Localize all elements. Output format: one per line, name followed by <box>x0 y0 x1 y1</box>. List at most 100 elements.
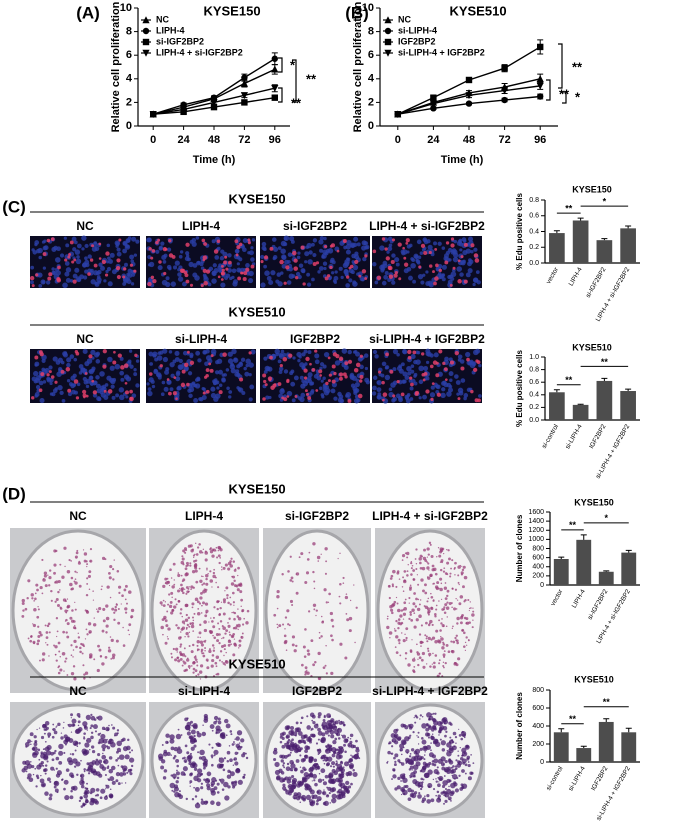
colony <box>172 647 175 651</box>
colony <box>425 732 430 737</box>
nucleus <box>162 260 167 264</box>
colony <box>164 619 168 623</box>
colony <box>102 607 106 611</box>
colony <box>187 587 190 590</box>
colony <box>457 760 461 764</box>
colony <box>344 656 348 660</box>
colony <box>293 797 296 800</box>
colony <box>104 656 108 659</box>
colony <box>167 627 171 631</box>
colony <box>174 658 178 662</box>
colony <box>187 664 191 668</box>
colony <box>221 569 223 571</box>
colony <box>234 751 238 756</box>
nucleus <box>268 279 274 286</box>
edu-nucleus <box>220 264 224 268</box>
colony <box>193 661 196 664</box>
nucleus <box>348 268 354 274</box>
colony <box>286 779 292 784</box>
nucleus <box>395 393 401 399</box>
nucleus <box>381 361 387 367</box>
colony <box>460 783 464 787</box>
colony <box>93 658 96 661</box>
nucleus <box>227 358 234 364</box>
column-label: si-IGF2BP2 <box>283 219 347 233</box>
colony <box>236 730 243 736</box>
nucleus <box>362 256 367 262</box>
colony <box>168 593 171 596</box>
colony <box>197 673 200 676</box>
colony <box>177 600 181 603</box>
colony <box>127 738 130 742</box>
colony <box>330 618 334 622</box>
colony <box>193 786 196 789</box>
colony <box>412 670 416 674</box>
colony <box>283 777 287 781</box>
nucleus <box>232 281 238 287</box>
colony <box>167 638 169 640</box>
y-tick-label: 0 <box>126 120 132 132</box>
colony <box>391 745 394 748</box>
colony <box>280 759 284 763</box>
nucleus <box>321 255 325 259</box>
colony <box>206 783 211 788</box>
nucleus <box>54 257 61 263</box>
colony <box>327 601 330 604</box>
colony <box>130 615 134 619</box>
colony <box>465 617 469 621</box>
colony <box>189 780 193 784</box>
colony <box>102 748 106 752</box>
colony <box>187 657 189 660</box>
colony <box>209 724 215 729</box>
colony <box>458 583 460 586</box>
nucleus <box>356 242 361 247</box>
column-label: si-LIPH-4 + IGF2BP2 <box>372 684 488 698</box>
colony <box>203 620 207 624</box>
row-title: KYSE150 <box>228 191 285 206</box>
colony <box>182 766 188 772</box>
nucleus <box>46 377 52 383</box>
edu-nucleus <box>279 363 283 368</box>
colony <box>302 739 306 744</box>
colony <box>427 736 431 739</box>
colony <box>302 777 308 783</box>
colony <box>454 661 458 665</box>
marker <box>210 99 218 107</box>
row-title: KYSE510 <box>228 656 285 671</box>
colony <box>404 725 409 730</box>
colony <box>201 652 204 655</box>
edu-nucleus <box>435 263 439 268</box>
colony <box>49 780 52 783</box>
colony <box>173 579 175 581</box>
colony <box>41 592 44 595</box>
colony <box>192 671 195 674</box>
colony <box>274 761 280 768</box>
colony <box>408 596 411 600</box>
colony <box>295 759 300 763</box>
colony <box>83 725 87 729</box>
colony <box>281 573 284 576</box>
edu-nucleus <box>101 259 107 265</box>
colony <box>164 601 167 603</box>
colony <box>183 588 186 590</box>
colony <box>417 743 420 745</box>
colony <box>388 631 393 635</box>
colony <box>445 625 448 628</box>
colony <box>333 751 337 755</box>
colony <box>281 744 286 749</box>
colony <box>293 649 297 653</box>
colony <box>122 626 124 629</box>
colony <box>467 763 471 768</box>
colony <box>178 794 184 800</box>
edu-nucleus <box>382 398 385 402</box>
y-tick-label: 600 <box>532 554 544 561</box>
colony <box>344 595 349 600</box>
nucleus <box>277 246 282 250</box>
colony <box>43 728 46 731</box>
colony <box>200 648 204 652</box>
edu-nucleus <box>54 380 58 384</box>
colony <box>65 618 68 622</box>
nucleus <box>174 350 180 356</box>
plate-rim <box>11 703 145 817</box>
